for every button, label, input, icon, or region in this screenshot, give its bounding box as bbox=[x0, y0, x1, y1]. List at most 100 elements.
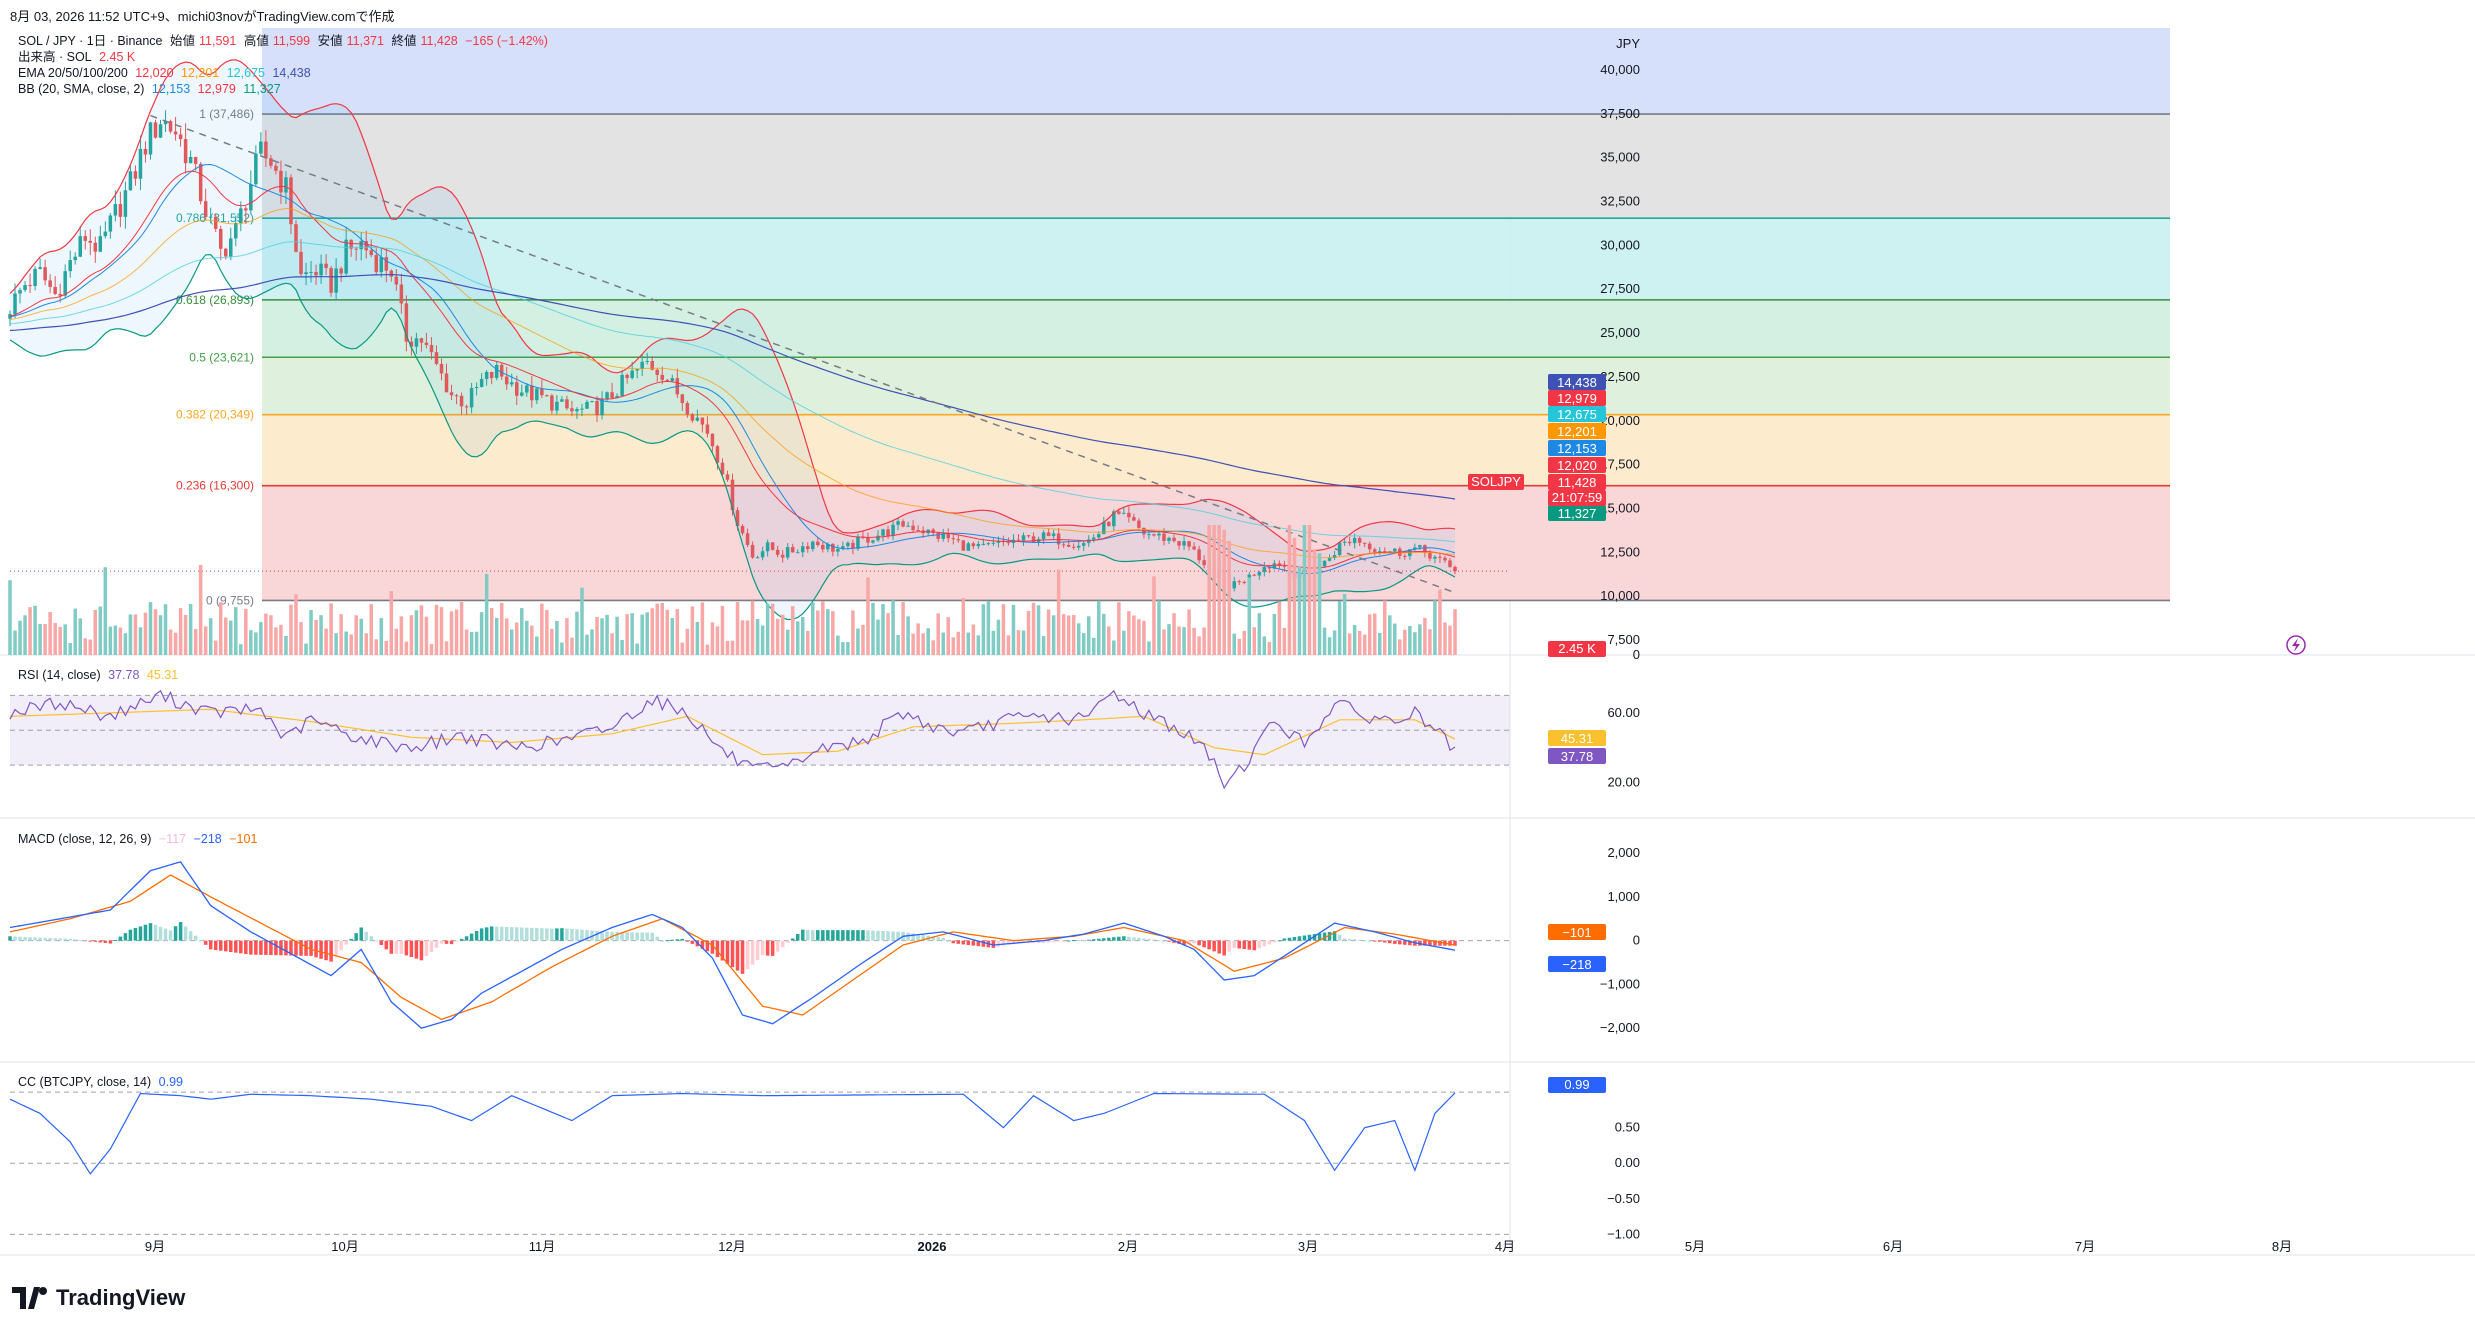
macd-histogram-bar[interactable] bbox=[509, 927, 514, 941]
candle[interactable] bbox=[635, 369, 639, 371]
macd-histogram-bar[interactable] bbox=[163, 928, 168, 941]
candle[interactable] bbox=[474, 386, 479, 389]
candle[interactable] bbox=[1242, 582, 1247, 584]
macd-histogram-bar[interactable] bbox=[891, 931, 895, 941]
volume-bar[interactable] bbox=[946, 617, 951, 655]
volume-bar[interactable] bbox=[494, 617, 499, 655]
volume-bar[interactable] bbox=[369, 604, 374, 655]
candle[interactable] bbox=[1453, 566, 1457, 572]
macd-histogram-bar[interactable] bbox=[399, 940, 404, 954]
macd-histogram-bar[interactable] bbox=[565, 928, 569, 941]
macd-histogram-bar[interactable] bbox=[1086, 939, 1091, 941]
macd-histogram-bar[interactable] bbox=[183, 926, 188, 941]
volume-bar[interactable] bbox=[1091, 637, 1096, 655]
candle[interactable] bbox=[745, 533, 750, 545]
macd-histogram-bar[interactable] bbox=[259, 940, 263, 955]
volume-bar[interactable] bbox=[971, 624, 976, 655]
volume-bar[interactable] bbox=[1232, 633, 1236, 655]
macd-histogram-bar[interactable] bbox=[916, 934, 920, 941]
candle[interactable] bbox=[1372, 549, 1377, 552]
macd-histogram-bar[interactable] bbox=[339, 940, 343, 951]
volume-bar[interactable] bbox=[866, 577, 870, 655]
candle[interactable] bbox=[284, 177, 288, 193]
macd-histogram-bar[interactable] bbox=[1011, 940, 1016, 944]
volume-bar[interactable] bbox=[329, 603, 333, 655]
volume-bar[interactable] bbox=[504, 618, 509, 655]
candle[interactable] bbox=[128, 171, 133, 191]
candle[interactable] bbox=[951, 538, 956, 540]
volume-bar[interactable] bbox=[429, 644, 434, 655]
volume-bar[interactable] bbox=[580, 587, 584, 655]
macd-histogram-bar[interactable] bbox=[158, 926, 163, 941]
candle[interactable] bbox=[223, 248, 228, 257]
volume-bar[interactable] bbox=[1428, 629, 1432, 655]
volume-bar[interactable] bbox=[846, 641, 850, 655]
volume-bar[interactable] bbox=[891, 600, 895, 655]
volume-bar[interactable] bbox=[986, 600, 991, 655]
volume-bar[interactable] bbox=[1403, 629, 1407, 655]
macd-histogram-bar[interactable] bbox=[1167, 940, 1171, 942]
candle[interactable] bbox=[1448, 560, 1452, 567]
volume-bar[interactable] bbox=[620, 640, 624, 655]
volume-bar[interactable] bbox=[590, 629, 594, 655]
macd-histogram-bar[interactable] bbox=[1127, 936, 1131, 941]
price-value-tag[interactable]: 12,201 bbox=[1548, 423, 1606, 439]
volume-bar[interactable] bbox=[1162, 629, 1166, 655]
candle[interactable] bbox=[504, 376, 509, 385]
rsi-legend[interactable]: RSI (14, close) 37.78 45.31 bbox=[18, 668, 182, 683]
volume-bar[interactable] bbox=[785, 629, 790, 655]
macd-histogram-bar[interactable] bbox=[635, 932, 639, 941]
candle[interactable] bbox=[1197, 549, 1201, 561]
volume-bar[interactable] bbox=[720, 605, 725, 655]
volume-bar[interactable] bbox=[1122, 630, 1126, 655]
volume-bar[interactable] bbox=[229, 620, 233, 655]
candle[interactable] bbox=[509, 382, 514, 385]
volume-bar[interactable] bbox=[745, 620, 750, 655]
volume-bar[interactable] bbox=[223, 617, 228, 655]
macd-histogram-bar[interactable] bbox=[740, 940, 745, 974]
macd-histogram-bar[interactable] bbox=[1327, 931, 1332, 941]
candle[interactable] bbox=[1157, 533, 1161, 536]
candle[interactable] bbox=[976, 543, 981, 547]
macd-histogram-bar[interactable] bbox=[1117, 936, 1121, 941]
volume-bar[interactable] bbox=[1177, 626, 1181, 655]
macd-histogram-bar[interactable] bbox=[851, 930, 855, 941]
macd-histogram-bar[interactable] bbox=[23, 936, 27, 941]
macd-histogram-bar[interactable] bbox=[1172, 940, 1176, 943]
macd-histogram-bar[interactable] bbox=[1307, 934, 1312, 941]
volume-bar[interactable] bbox=[610, 633, 614, 655]
candle[interactable] bbox=[1347, 541, 1352, 544]
volume-bar[interactable] bbox=[379, 618, 384, 655]
macd-histogram-bar[interactable] bbox=[489, 926, 494, 941]
macd-histogram-bar[interactable] bbox=[520, 927, 524, 941]
volume-bar[interactable] bbox=[1322, 627, 1327, 655]
macd-histogram-bar[interactable] bbox=[956, 940, 961, 944]
macd-histogram-bar[interactable] bbox=[1187, 940, 1191, 945]
candle[interactable] bbox=[389, 270, 394, 277]
candle[interactable] bbox=[1413, 547, 1417, 550]
volume-bar[interactable] bbox=[68, 643, 72, 655]
candle[interactable] bbox=[620, 374, 624, 396]
volume-bar[interactable] bbox=[163, 604, 168, 655]
candle[interactable] bbox=[670, 378, 675, 381]
macd-histogram-bar[interactable] bbox=[560, 928, 564, 941]
macd-histogram-bar[interactable] bbox=[1262, 940, 1267, 947]
volume-bar[interactable] bbox=[660, 602, 665, 655]
candle[interactable] bbox=[575, 409, 579, 412]
macd-histogram-bar[interactable] bbox=[735, 940, 740, 971]
candle[interactable] bbox=[1332, 554, 1337, 558]
macd-histogram-bar[interactable] bbox=[881, 931, 885, 941]
volume-bar[interactable] bbox=[996, 619, 1001, 655]
volume-bar[interactable] bbox=[479, 612, 484, 655]
macd-histogram-bar[interactable] bbox=[294, 940, 298, 956]
candle[interactable] bbox=[499, 364, 504, 377]
candle[interactable] bbox=[550, 395, 554, 411]
candle[interactable] bbox=[374, 255, 379, 273]
macd-histogram-bar[interactable] bbox=[685, 940, 690, 942]
macd-histogram-bar[interactable] bbox=[800, 929, 805, 941]
volume-pane[interactable] bbox=[8, 525, 2306, 655]
volume-bar[interactable] bbox=[755, 618, 760, 655]
macd-histogram-bar[interactable] bbox=[188, 931, 193, 941]
candle[interactable] bbox=[685, 403, 690, 415]
volume-bar[interactable] bbox=[1147, 641, 1151, 655]
